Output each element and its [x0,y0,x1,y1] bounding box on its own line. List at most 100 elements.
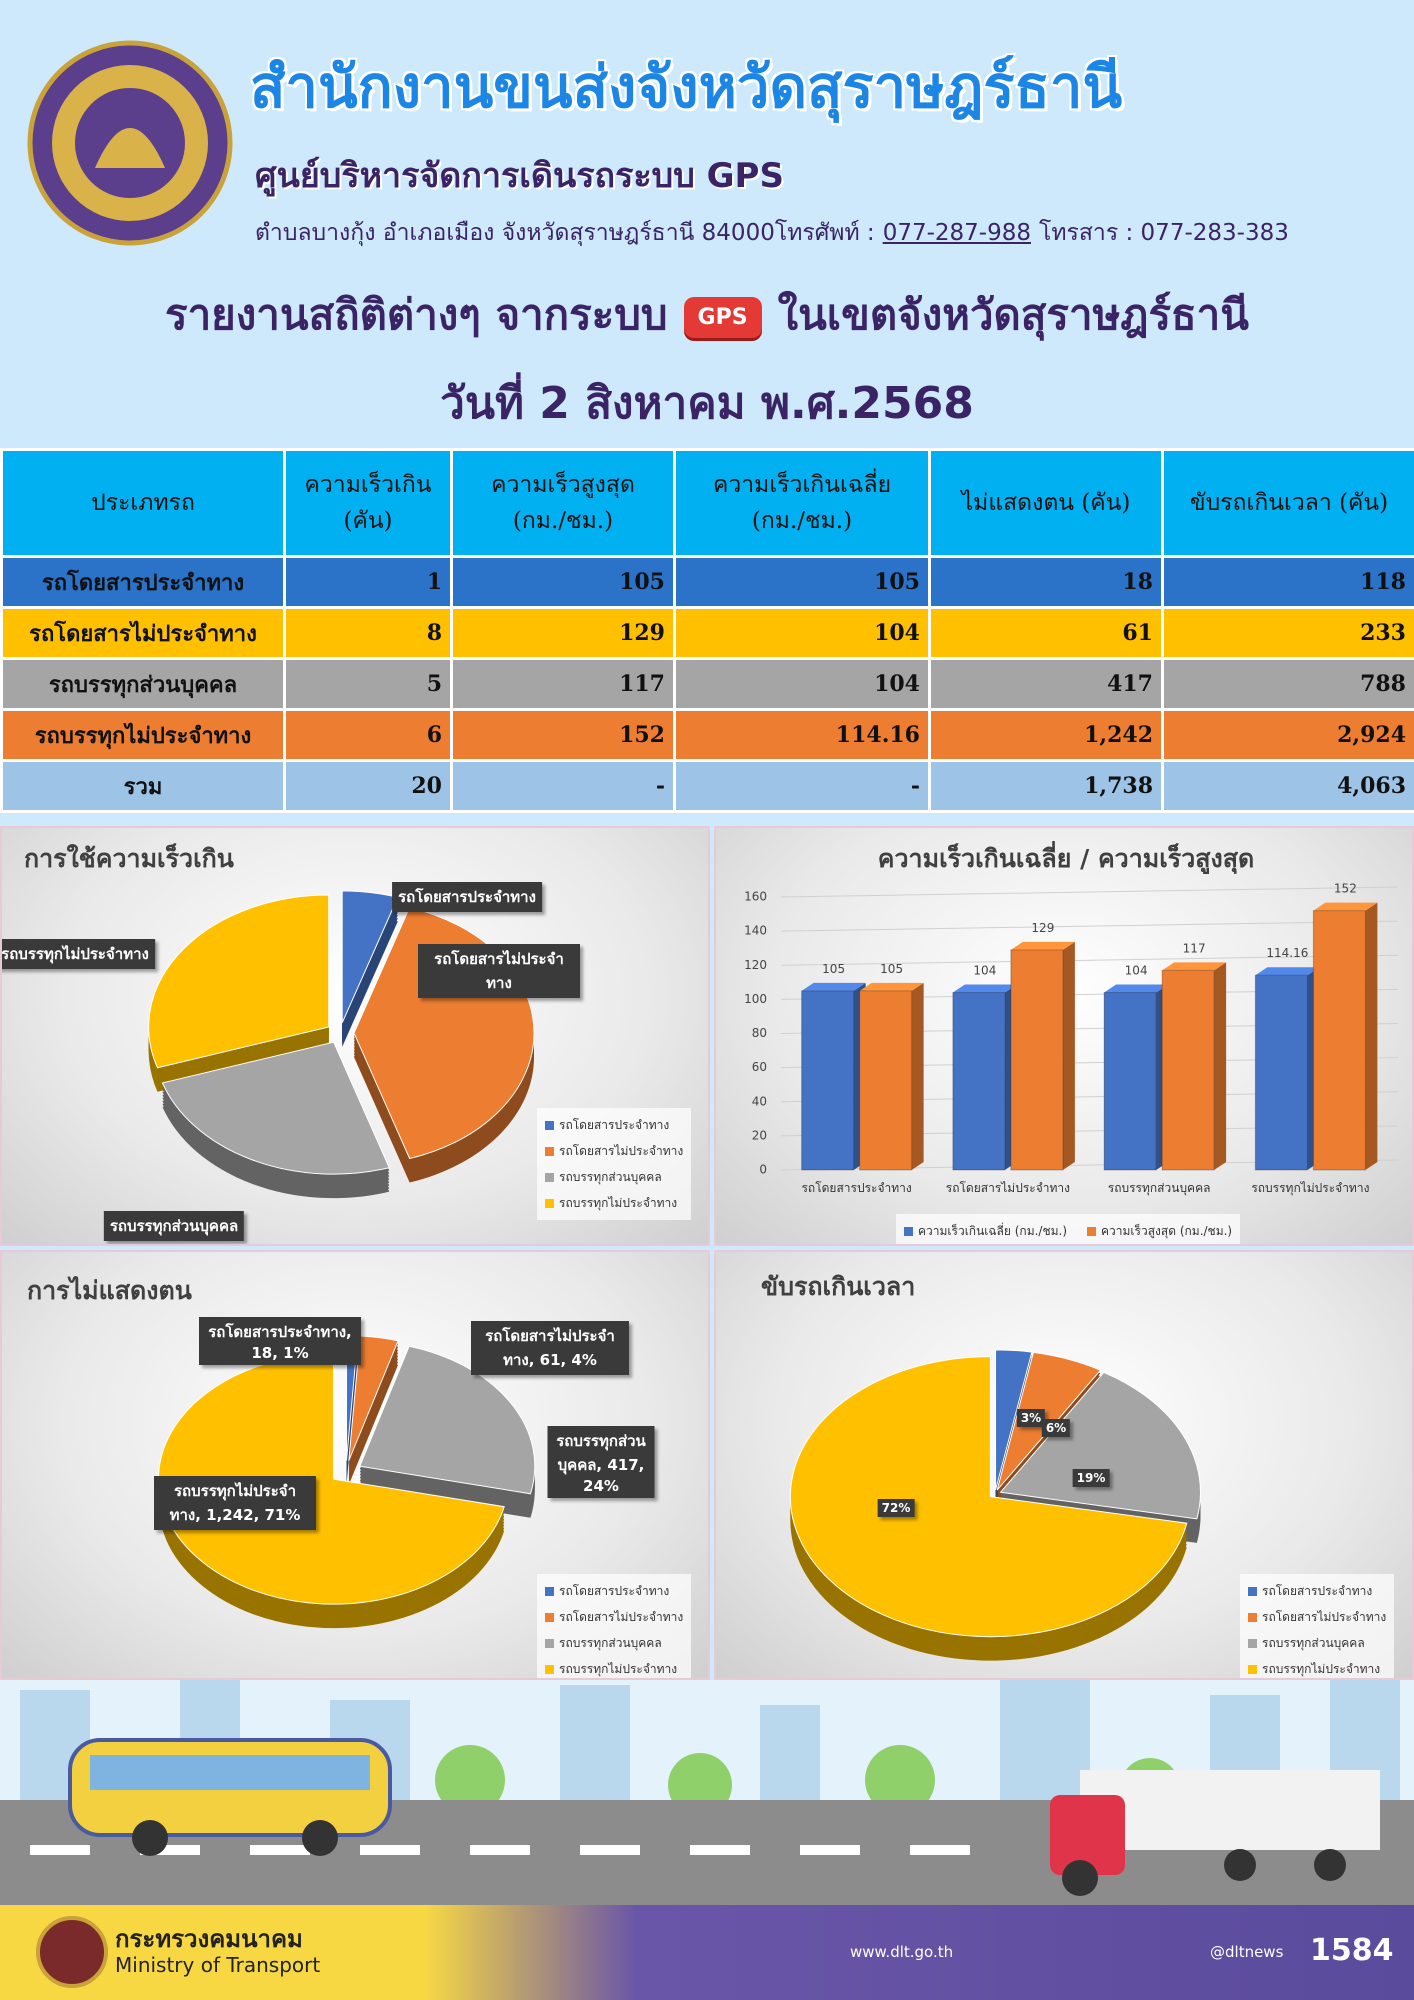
table-cell: - [673,759,931,813]
data-label: 104 [1125,964,1148,978]
legend-label: รถโดยสารประจำทาง [559,1117,670,1132]
bar-top [801,982,866,991]
table-row: รถโดยสารประจำทาง 1 105 105 18 118 [0,555,1414,609]
legend-label: รถบรรทุกไม่ประจำทาง [559,1661,678,1676]
legend-swatch [1248,1638,1257,1648]
table-body: รถโดยสารประจำทาง 1 105 105 18 118 รถโดยสารไม่ป… [0,555,1414,813]
x-tick-label: รถโดยสารไม่ประจำทาง [946,1181,1070,1195]
table-row: รถบรรทุกไม่ประจำทาง 6 152 114.16 1,242 2,924 [0,708,1414,762]
table-cell: 1 [283,555,453,609]
y-tick-label: 160 [744,890,767,904]
table-cell: - [450,759,676,813]
data-label: 72% [877,1499,915,1517]
report-title-text: รายงานสถิติต่างๆ จากระบบ [165,290,668,339]
pie-slice [158,1353,505,1605]
legend-label: รถโดยสารไม่ประจำทาง [559,1143,684,1158]
report-date: วันที่ 2 สิงหาคม พ.ศ.2568 [440,378,974,429]
data-label: รถบรรทุกไม่ประจำทาง [2,939,155,969]
pie-slice [161,1041,390,1175]
bar [801,990,855,1171]
report-title: รายงานสถิติต่างๆ จากระบบ GPS ในเขตจังหวัดส… [0,282,1414,348]
table-cell: 1,242 [928,708,1164,762]
call-center: 1584 [1310,1933,1394,1968]
pie-slice [359,1345,536,1495]
chart-title: การใช้ความเร็วเกิน [24,843,234,873]
table-header-row: ประเภทรถ ความเร็วเกิน (คัน) ความเร็วสูงสุด… [0,448,1414,558]
legend-item: รถบรรทุกไม่ประจำทาง [1248,1656,1386,1678]
table-cell: 129 [450,606,676,660]
column-header: ประเภทรถ [0,448,286,558]
data-label: 3% [1016,1409,1046,1427]
bar [1103,992,1157,1171]
table-cell: 4,063 [1161,759,1414,813]
table-cell: 233 [1161,606,1414,660]
ministry-name: กระทรวงคมนาคม [115,1925,303,1953]
legend-label: รถบรรทุกไม่ประจำทาง [1262,1661,1381,1676]
chart: การไม่แสดงตน [27,1275,536,1629]
table-cell: รถบรรทุกไม่ประจำทาง [0,708,286,762]
legend: รถโดยสารประจำทาง รถโดยสารไม่ประจำทาง รถบรร… [537,1574,692,1678]
legend-swatch [545,1172,554,1182]
table-cell: 2,924 [1161,708,1414,762]
data-label: 105 [880,962,903,976]
y-tick-label: 140 [744,924,767,938]
bar-side [1062,941,1075,1170]
pie-slice [995,1349,1033,1490]
legend-item: รถบรรทุกไม่ประจำทาง [545,1190,683,1216]
table-cell: 152 [450,708,676,762]
header-address-line: ตำบลบางกุ้ง อำเภอเมือง จังหวัดสุราษฎร์ธา… [255,215,1297,251]
table-cell: 104 [673,606,931,660]
table-cell: รถโดยสารประจำทาง [0,555,286,609]
report-area: ในเขตจังหวัดสุราษฎร์ธานี [777,290,1249,339]
data-label: รถโดยสารไม่ประจำทาง [418,944,580,998]
chart-panel: การใช้ความเร็วเกิน รถโดยสารประจำทาง รถโดยส… [0,826,710,1246]
table-cell: 61 [928,606,1164,660]
grid-line [780,954,1399,966]
y-tick-label: 80 [752,1026,767,1040]
y-tick-label: 20 [752,1128,767,1142]
legend-item: รถโดยสารไม่ประจำทาง [545,1604,683,1630]
legend-item: รถบรรทุกส่วนบุคคล [545,1164,683,1190]
bar-top [859,982,924,991]
column-header: ไม่แสดงตน (คัน) [928,448,1164,558]
pie-slice [148,894,330,1069]
data-label: รถโดยสารไม่ประจำทาง, 61, 4% [471,1321,629,1375]
table-cell: 1,738 [928,759,1164,813]
legend-item: ความเร็วสูงสุด (กม./ชม.) [1087,1218,1232,1244]
chart-title: ขับรถเกินเวลา [761,1272,915,1301]
legend-swatch [545,1638,554,1648]
chart-panel: ความเร็วเกินเฉลี่ย / ความเร็วสูงสุด 0 20 40… [714,826,1414,1246]
table-cell: 20 [283,759,453,813]
legend-item: รถโดยสารประจำทาง [1248,1578,1386,1604]
legend-label: รถโดยสารประจำทาง [559,1583,670,1598]
legend-swatch [904,1226,913,1236]
bar [1161,969,1215,1171]
gps-icon: GPS [683,297,762,338]
chart-title: การไม่แสดงตน [27,1275,192,1305]
website: www.dlt.go.th [850,1943,954,1961]
pie-slice [789,1356,1188,1638]
legend-item: รถบรรทุกส่วนบุคคล [545,1630,683,1656]
bar [1312,910,1366,1171]
bar-top [1255,967,1320,976]
y-tick-label: 40 [752,1094,767,1108]
column-header: ความเร็วสูงสุด (กม./ชม.) [450,448,676,558]
table-cell: 104 [673,657,931,711]
data-label: 105 [822,962,845,976]
data-label: 114.16 [1266,946,1308,960]
y-tick-label: 60 [752,1060,767,1074]
legend: รถโดยสารประจำทาง รถโดยสารไม่ประจำทาง รถบรร… [1240,1574,1395,1678]
chart-panel: การไม่แสดงตน รถโดยสารประจำทาง, 18, 1% รถโด… [0,1250,710,1680]
data-label: รถบรรทุกไม่ประจำทาง, 1,242, 71% [154,1476,316,1530]
phone: 077-287-988 [882,220,1031,246]
legend-label: รถโดยสารประจำทาง [1262,1583,1373,1598]
bar-top [1162,962,1227,971]
table-cell: 114.16 [673,708,931,762]
legend-swatch [1248,1586,1257,1596]
x-tick-label: รถบรรทุกไม่ประจำทาง [1251,1181,1369,1196]
column-header: ขับรถเกินเวลา (คัน) [1161,448,1414,558]
legend-swatch [545,1586,554,1596]
legend-swatch [545,1120,554,1130]
x-tick-label: รถโดยสารประจำทาง [801,1181,911,1195]
stats-table: ประเภทรถ ความเร็วเกิน (คัน) ความเร็วสูงสุด… [0,448,1414,813]
